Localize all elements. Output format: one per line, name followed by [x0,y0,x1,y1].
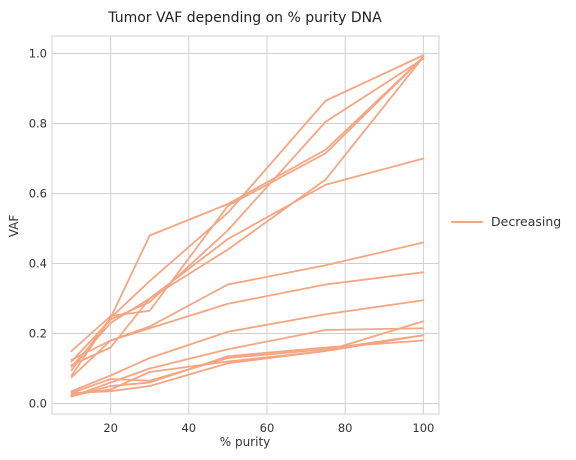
y-axis-label: VAF [7,215,21,238]
y-tick-label: 0.6 [29,187,47,201]
series-line-14 [70,334,425,394]
series-line-5 [70,56,425,352]
series-line-11 [70,320,425,396]
series-line-6 [70,157,425,366]
series-line-7 [70,271,425,379]
y-tick-label: 1.0 [29,47,47,61]
x-tick-label: 80 [338,421,353,435]
x-axis-ticks: 20 40 60 80 100 [103,421,434,435]
y-axis-ticks: 0.0 0.2 0.4 0.6 0.8 1.0 [29,47,47,411]
legend-label: Decreasing [491,214,561,229]
series-line-8 [70,241,425,361]
chart-title: Tumor VAF depending on % purity DNA [107,10,382,26]
plot-frame [51,35,440,415]
series-line-13 [70,339,425,398]
series-line-3 [70,57,425,363]
x-axis-label: % purity [220,435,271,449]
series-line-2 [70,54,425,372]
series-line-9 [70,299,425,393]
y-tick-label: 0.8 [29,117,47,131]
x-tick-label: 60 [260,421,275,435]
series-line-10 [70,327,425,398]
y-tick-label: 0.4 [29,257,47,271]
y-tick-label: 0.2 [29,327,47,341]
y-tick-label: 0.0 [29,397,47,411]
x-tick-label: 100 [412,421,434,435]
x-tick-label: 20 [103,421,118,435]
x-tick-label: 40 [181,421,196,435]
series-lines [70,54,425,398]
series-line-4 [70,56,425,368]
legend: Decreasing [451,214,561,229]
